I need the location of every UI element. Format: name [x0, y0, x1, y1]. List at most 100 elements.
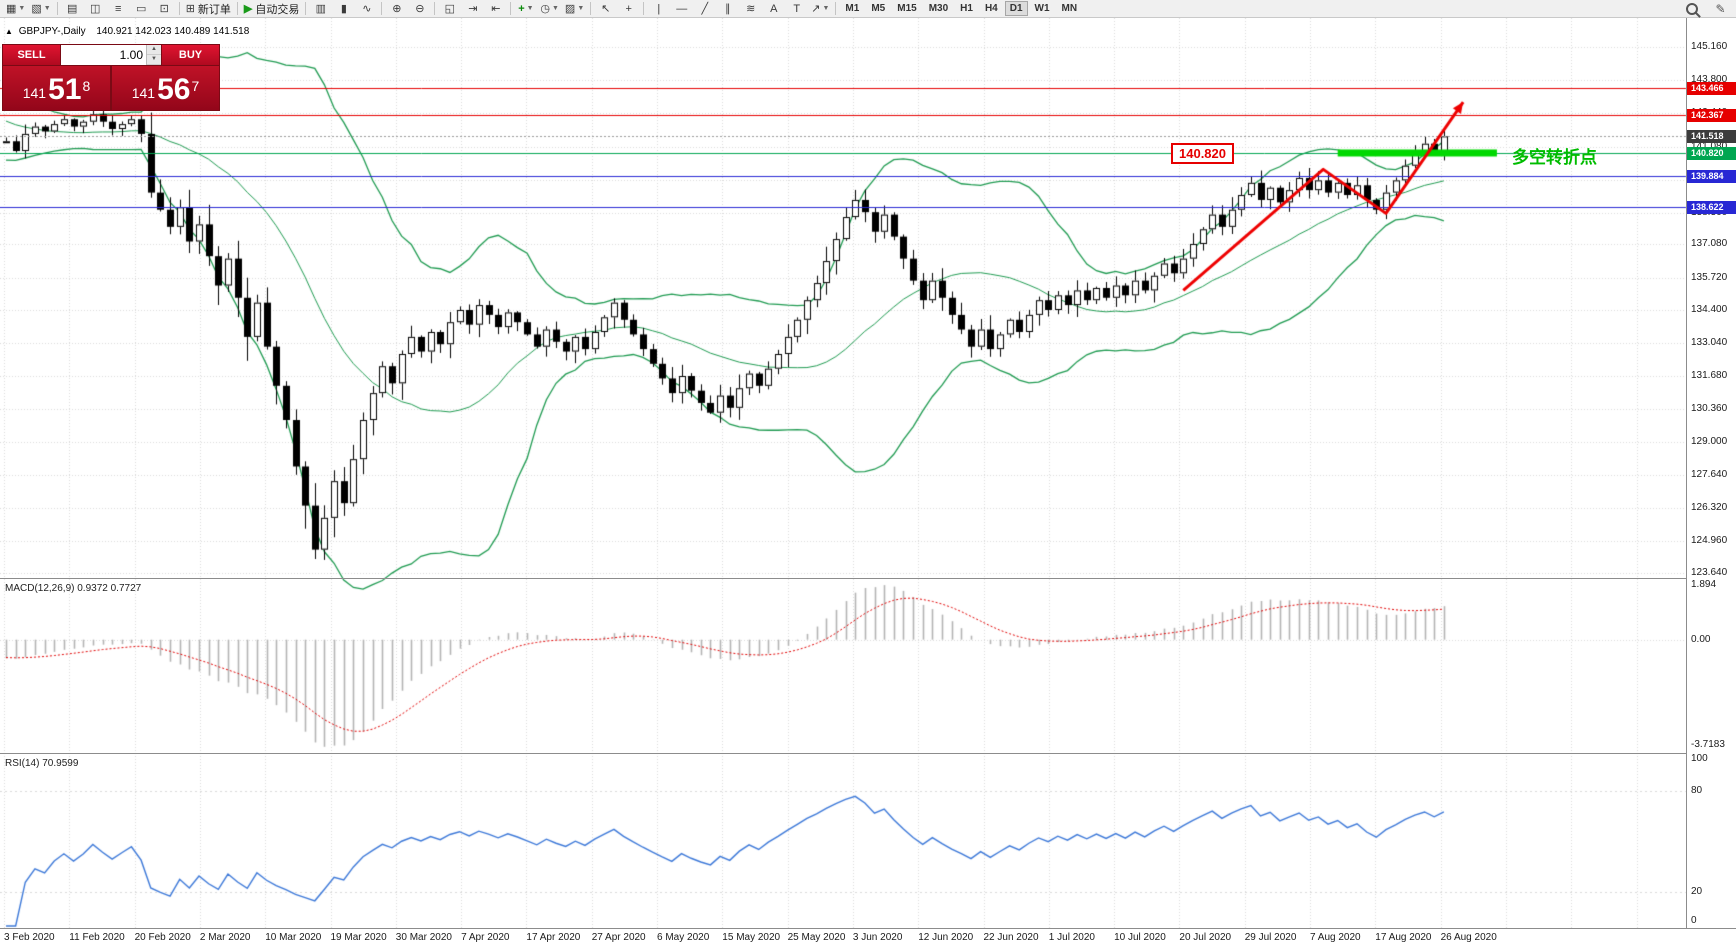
- collapse-trade-panel-icon[interactable]: ▲: [5, 27, 13, 36]
- pencil-icon[interactable]: ✎: [1715, 2, 1726, 16]
- key-level-label[interactable]: 140.820: [1171, 143, 1234, 164]
- sell-price-big: 51: [48, 73, 82, 106]
- autotrading-icon: ▶: [243, 3, 253, 15]
- zoom-in-button[interactable]: ⊕: [385, 0, 408, 18]
- chart-region: ▲ GBPJPY-,Daily 140.921 142.023 140.489 …: [0, 18, 1736, 945]
- price-chart-canvas[interactable]: [0, 18, 1736, 945]
- candlestick-chart-icon: ▮: [340, 3, 347, 15]
- price-axis-label: 126.320: [1691, 501, 1728, 513]
- timeframe-m30[interactable]: M30: [928, 3, 949, 14]
- rsi-axis-label: 100: [1691, 753, 1708, 764]
- date-axis-label: 22 Jun 2020: [983, 932, 1039, 943]
- market-watch-button[interactable]: ▤: [61, 0, 84, 18]
- price-axis-label: 141.080: [1691, 141, 1727, 152]
- timeframe-d1[interactable]: D1: [1004, 1, 1028, 16]
- sell-price-prefix: 141: [22, 85, 47, 101]
- timeframe-m1[interactable]: M1: [845, 3, 860, 14]
- price-axis-label: 123.640: [1691, 567, 1728, 579]
- toolbar-right: ✎: [1680, 1, 1732, 17]
- terminal-button[interactable]: ▭: [130, 0, 153, 18]
- navigator-icon: ≡: [114, 2, 122, 15]
- main-toolbar: ▦ ▼ ▧ ▼ ▤ ◫ ≡ ▭ ⊡ ⊞ 新订单 ▶ 自动交易 ▥ ▮ ∿ ⊕ ⊖ ◱ ⇥ ⇤ + ▼ ◷ ▼ ▨ ▼ ↖ + | — ╱ ∥ ≋ A…: [0, 0, 1736, 18]
- symbol-ohlc-line: ▲ GBPJPY-,Daily 140.921 142.023 140.489 …: [5, 26, 249, 37]
- volume-down-button[interactable]: ▼: [147, 55, 161, 65]
- text-label-button[interactable]: T: [785, 0, 808, 18]
- price-axis-label: 134.400: [1691, 303, 1728, 315]
- magnifier-glyph: [1685, 3, 1698, 15]
- chart-shift-button[interactable]: ⇤: [484, 0, 507, 18]
- navigator-button[interactable]: ≡: [107, 0, 130, 18]
- cursor-button[interactable]: ↖: [594, 0, 617, 18]
- profiles-icon: ▧: [31, 3, 42, 15]
- volume-input[interactable]: [61, 45, 146, 65]
- zoom-out-button[interactable]: ⊖: [408, 0, 431, 18]
- trendline-button[interactable]: ╱: [693, 0, 716, 18]
- arrow-tools-button[interactable]: ↗ ▼: [808, 0, 832, 18]
- new-order-button[interactable]: ⊞ 新订单: [183, 0, 234, 18]
- price-tag: 143.466: [1687, 82, 1736, 96]
- timeframe-m15[interactable]: M15: [897, 3, 917, 14]
- text-button[interactable]: A: [762, 0, 785, 18]
- timeframe-h4[interactable]: H4: [984, 3, 998, 14]
- macd-axis-label: 0.00: [1691, 633, 1711, 645]
- line-chart-button[interactable]: ∿: [355, 0, 378, 18]
- turning-point-annotation[interactable]: 多空转折点: [1512, 148, 1597, 167]
- data-window-button[interactable]: ◫: [84, 0, 107, 18]
- price-axis[interactable]: 145.160143.800142.440141.080139.720138.3…: [1686, 18, 1736, 928]
- bar-chart-button[interactable]: ▥: [309, 0, 332, 18]
- date-axis[interactable]: 3 Feb 2020 11 Feb 2020 20 Feb 2020 2 Mar 20…: [0, 928, 1736, 945]
- timeframe-w1[interactable]: W1: [1034, 3, 1050, 14]
- vertical-line-button[interactable]: |: [647, 0, 670, 18]
- autotrading-button[interactable]: ▶ 自动交易: [241, 0, 302, 18]
- strategy-tester-button[interactable]: ⊡: [153, 0, 176, 18]
- tile-windows-button[interactable]: ◱: [438, 0, 461, 18]
- vertical-line-icon: |: [657, 2, 661, 15]
- date-axis-label: 25 May 2020: [787, 932, 846, 943]
- rsi-pane-separator[interactable]: [0, 753, 1736, 754]
- macd-name: MACD(12,26,9): [5, 583, 75, 594]
- fibonacci-button[interactable]: ≋: [739, 0, 762, 18]
- buy-price-big: 56: [157, 73, 191, 106]
- date-axis-label: 29 Jul 2020: [1244, 932, 1297, 943]
- date-axis-label: 10 Jul 2020: [1114, 932, 1166, 943]
- date-axis-label: 20 Jul 2020: [1179, 932, 1232, 943]
- zoom-out-icon: ⊖: [415, 3, 425, 15]
- timeframe-mn[interactable]: MN: [1061, 3, 1078, 14]
- candlestick-chart-button[interactable]: ▮: [332, 0, 355, 18]
- date-axis-label: 11 Feb 2020: [69, 932, 125, 943]
- search-icon[interactable]: [1680, 0, 1703, 18]
- price-axis-label: 124.960: [1691, 534, 1728, 546]
- crosshair-button[interactable]: +: [617, 0, 640, 18]
- equidistant-channel-button[interactable]: ∥: [716, 0, 739, 18]
- buy-price-button[interactable]: 141 56 7: [112, 66, 219, 110]
- buy-button[interactable]: BUY: [161, 45, 219, 65]
- date-axis-label: 19 Mar 2020: [330, 932, 387, 943]
- fibonacci-icon: ≋: [746, 3, 756, 15]
- macd-pane-separator[interactable]: [0, 578, 1736, 579]
- sell-price-button[interactable]: 141 51 8: [3, 66, 112, 110]
- auto-scroll-button[interactable]: ⇥: [461, 0, 484, 18]
- templates-caret-icon: ▼: [577, 5, 585, 12]
- date-axis-label: 7 Aug 2020: [1310, 932, 1361, 943]
- text-label-icon: T: [793, 2, 801, 15]
- price-tag: 141.518: [1687, 129, 1736, 143]
- timeframe-h1[interactable]: H1: [960, 3, 973, 14]
- toolbar-divider: [56, 2, 58, 15]
- timeframe-m5[interactable]: M5: [871, 3, 886, 14]
- one-click-trading-panel: SELL ▲ ▼ BUY 141 51 8 141: [2, 44, 220, 111]
- toolbar-divider: [510, 2, 512, 15]
- price-tag: 142.367: [1687, 109, 1736, 123]
- price-tag: 138.622: [1687, 200, 1736, 214]
- date-axis-label: 15 May 2020: [722, 932, 781, 943]
- periods-button[interactable]: ◷ ▼: [537, 0, 562, 18]
- sell-button[interactable]: SELL: [3, 45, 61, 65]
- profiles-button[interactable]: ▧ ▼: [28, 0, 53, 18]
- indicators-button[interactable]: + ▼: [514, 0, 537, 18]
- templates-button[interactable]: ▨ ▼: [562, 0, 587, 18]
- strategy-tester-icon: ⊡: [159, 3, 169, 15]
- volume-up-button[interactable]: ▲: [147, 45, 161, 55]
- horizontal-line-button[interactable]: —: [670, 0, 693, 18]
- periods-caret-icon: ▼: [551, 5, 559, 12]
- new-chart-button[interactable]: ▦ ▼: [3, 0, 28, 18]
